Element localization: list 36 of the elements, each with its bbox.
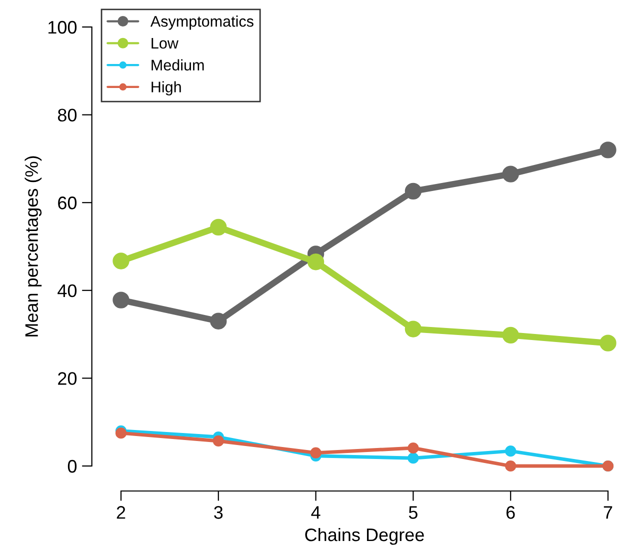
point — [115, 428, 127, 439]
x-tick-label: 3 — [214, 506, 223, 519]
point — [310, 447, 322, 458]
x-tick-label: 4 — [311, 506, 320, 519]
y-tick-label: 0 — [68, 460, 77, 473]
legend-label: Low — [152, 38, 178, 49]
point — [408, 442, 419, 454]
y-axis-title: Mean percentages (%) — [24, 156, 42, 336]
point — [404, 182, 422, 200]
y-tick-label: 100 — [48, 20, 77, 34]
point — [502, 166, 519, 182]
point — [408, 452, 419, 464]
legend-label: Medium — [152, 59, 204, 71]
point — [212, 435, 224, 447]
x-axis-title: Chains Degree — [305, 528, 424, 545]
point — [112, 252, 130, 270]
point — [600, 142, 616, 158]
point — [210, 218, 227, 236]
point — [502, 326, 519, 344]
y-tick-label: 80 — [58, 108, 77, 122]
y-tick-label: 40 — [58, 284, 77, 298]
x-tick-label: 5 — [408, 506, 418, 519]
point — [210, 312, 227, 330]
point — [600, 334, 616, 352]
y-tick-label: 20 — [58, 372, 77, 385]
y-tick-label: 60 — [58, 196, 77, 210]
x-tick-label: 2 — [116, 506, 126, 519]
point — [307, 254, 324, 270]
legend-label: High — [152, 81, 181, 96]
x-tick-label: 7 — [604, 506, 612, 519]
x-tick-label: 6 — [506, 506, 515, 519]
point — [505, 460, 516, 472]
point — [112, 292, 130, 308]
legend-label: Asymptomatics — [150, 16, 254, 30]
point — [404, 320, 422, 338]
point — [505, 446, 516, 457]
